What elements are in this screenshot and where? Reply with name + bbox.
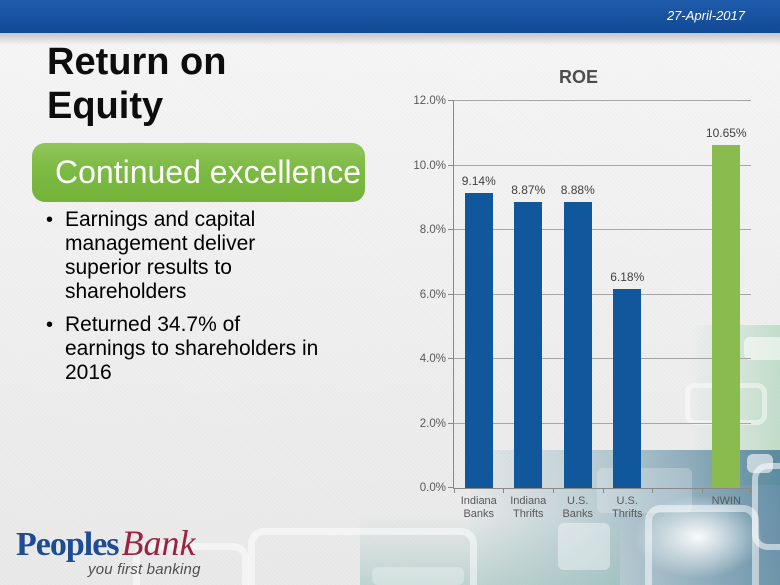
bar [514,201,543,488]
bullet-item: Returned 34.7% of earnings to shareholde… [46,313,376,385]
bar [464,193,493,488]
y-tick-mark [448,293,454,295]
y-tick-mark [448,164,454,166]
y-tick-label: 4.0% [419,353,446,366]
x-tick-mark [503,488,505,493]
grid-line [454,100,751,101]
peoples-bank-logo: PeoplesBank you first banking [16,522,216,580]
bullet-list: Earnings and capital management deliver … [46,208,376,394]
bar [712,144,741,488]
y-tick-label: 6.0% [419,288,446,301]
grid-line [454,164,751,166]
y-tick-mark [448,229,454,231]
bar-value-label: 9.14% [461,174,496,189]
y-tick-mark [448,487,454,488]
bar-value-label: 6.18% [610,269,645,284]
grid-line [454,229,751,231]
slide-date: 27-April-2017 [666,8,745,23]
x-tick-mark [750,488,751,493]
x-tick-mark [454,488,455,493]
x-tick-label: U.S. Banks [562,495,594,520]
y-tick-mark [448,422,454,424]
x-tick-mark [602,488,604,493]
y-tick-mark [448,100,454,101]
logo-tagline: you first banking [88,561,201,578]
x-tick-label: Indiana Thrifts [510,495,547,520]
bar-value-label: 10.65% [705,125,747,140]
y-tick-label: 8.0% [419,224,446,237]
banner-continued-excellence: Continued excellence [32,143,365,202]
logo-text-peoples: Peoples [16,526,120,563]
bar [613,288,642,488]
y-tick-label: 10.0% [413,159,446,172]
decor-square-outline [645,505,759,585]
background-decoration [360,515,620,585]
x-tick-label: Indiana Banks [460,495,497,520]
x-tick-mark [651,488,653,493]
y-tick-label: 0.0% [419,482,446,494]
chart-plot-area: 0.0% 2.0% 4.0% 6.0% 8.0% 10.0% 12.0% Indiana Ba… [413,95,751,520]
x-tick-label: U.S. Thrifts [611,495,643,520]
x-tick-label: NWIN [711,495,741,507]
decor-square-outline [248,528,477,585]
y-tick-label: 2.0% [419,417,446,430]
grid-line [454,293,751,295]
grid-line [454,358,751,360]
bar [563,201,592,488]
top-bar: 27-April-2017 [0,0,780,33]
bar-value-label: 8.88% [560,182,595,197]
logo-text-bank: Bank [121,523,196,563]
grid-line [454,422,751,424]
decor-square-fill [372,567,464,585]
bar-value-label: 8.87% [511,182,546,197]
bullet-item: Earnings and capital management deliver … [46,208,376,304]
top-bar-shadow [0,33,780,45]
x-tick-mark [552,488,554,493]
page-title: Return on Equity [47,41,227,127]
decor-square-fill [558,523,610,570]
x-tick-mark [701,488,703,493]
y-tick-label: 12.0% [413,95,446,107]
chart-title: ROE [558,67,598,87]
decor-square-outline [752,463,780,550]
y-tick-mark [448,358,454,360]
